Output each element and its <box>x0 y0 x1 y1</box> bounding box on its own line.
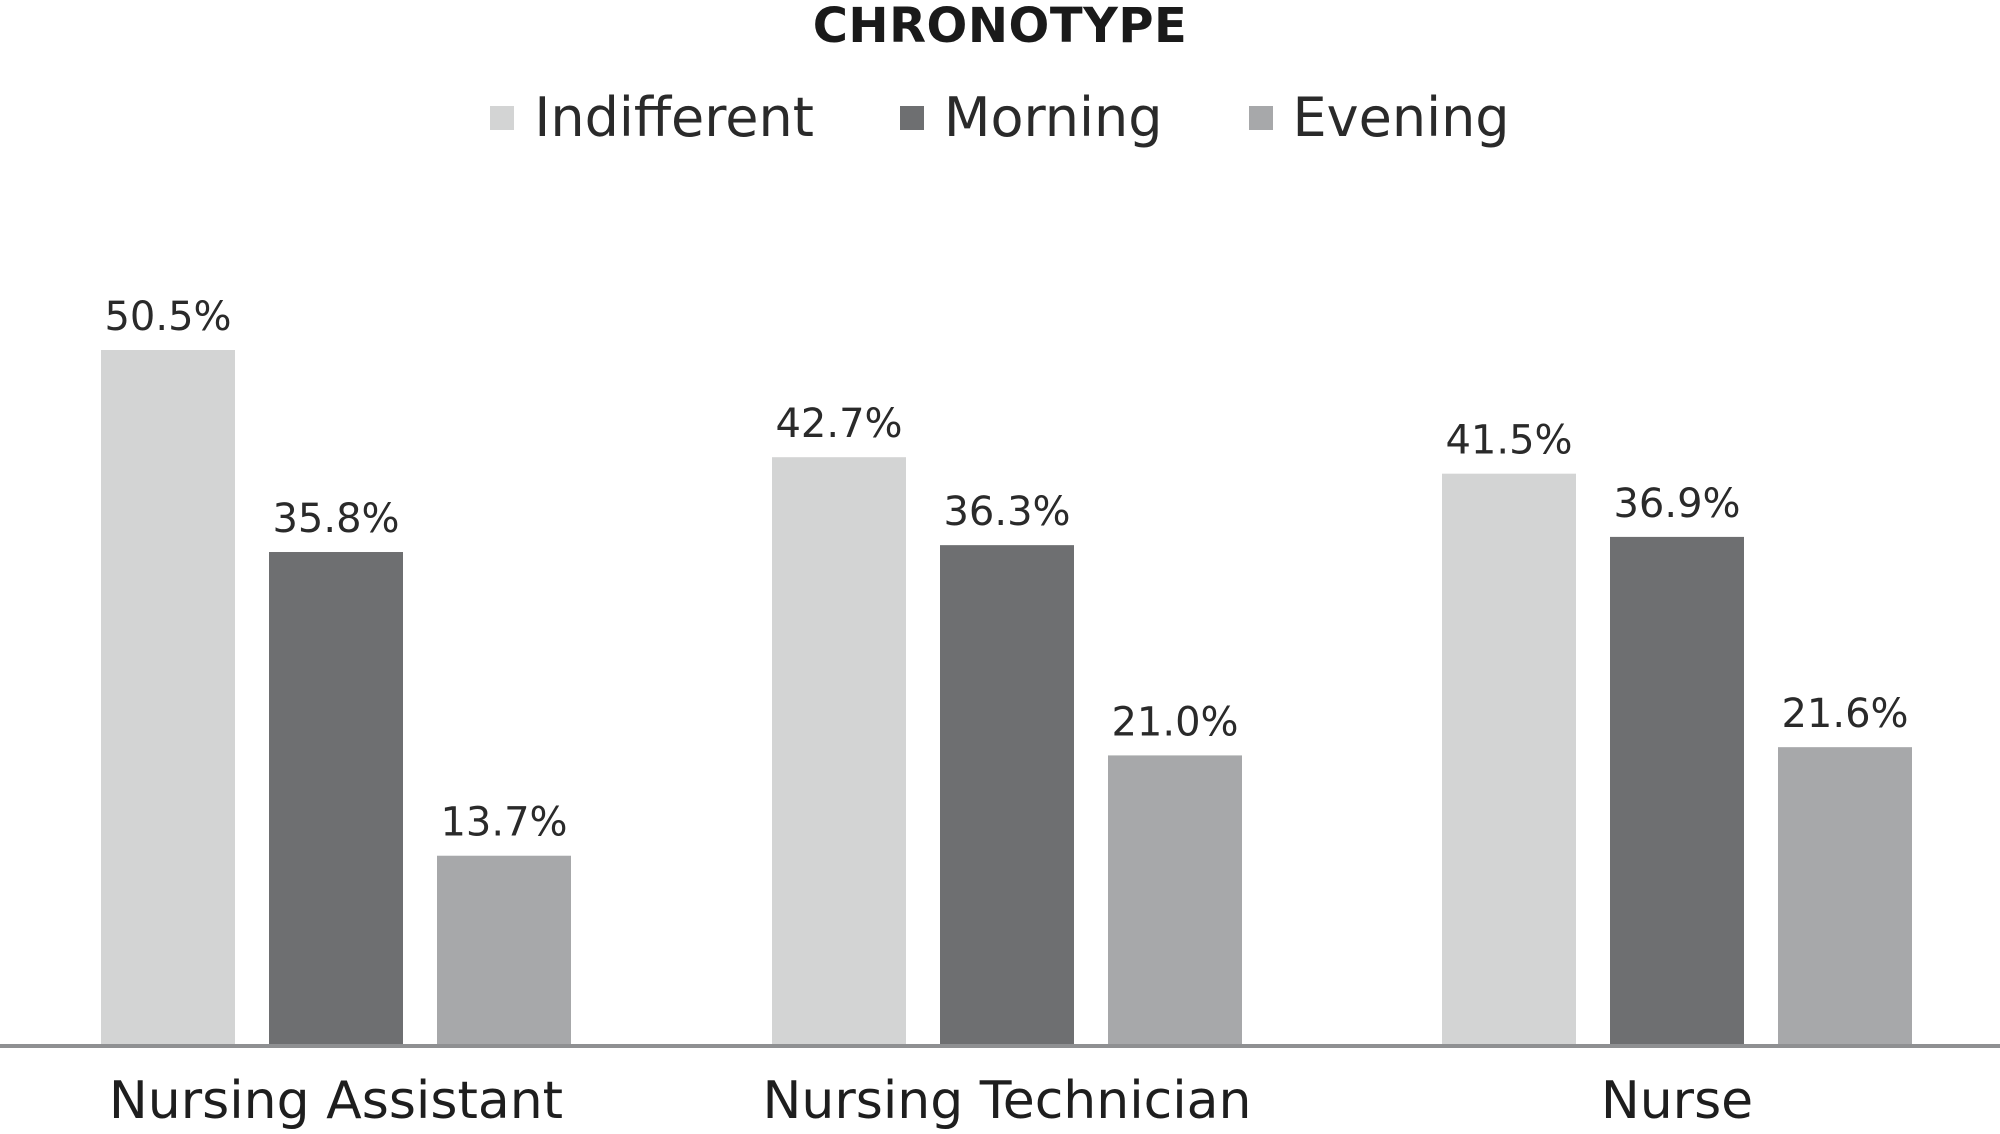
bar-nursing-assistant-evening <box>437 855 571 1044</box>
legend-swatch-morning <box>899 106 924 130</box>
legend-label-morning: Morning <box>943 86 1163 149</box>
bar-nurse-morning <box>1610 536 1744 1044</box>
bar-nursing-technician-evening <box>1108 755 1242 1044</box>
value-label-nursing-assistant-evening: 13.7% <box>440 800 567 846</box>
category-label-nursing-technician: Nursing Technician <box>763 1071 1252 1131</box>
bar-nurse-indifferent <box>1442 473 1576 1044</box>
value-labels-group: 50.5% 35.8% 13.7% 42.7% 36.3% 21.0% 41.5% 36.9%… <box>104 294 1908 846</box>
legend-swatch-indifferent <box>490 106 515 130</box>
value-label-nursing-technician-evening: 21.0% <box>1111 699 1238 745</box>
legend-item-morning: Morning <box>899 86 1163 149</box>
bar-nurse-evening <box>1778 747 1912 1044</box>
value-label-nurse-morning: 36.9% <box>1613 481 1740 527</box>
category-label-nursing-assistant: Nursing Assistant <box>109 1071 563 1131</box>
legend-item-indifferent: Indifferent <box>490 88 814 148</box>
value-label-nursing-assistant-morning: 35.8% <box>272 496 399 542</box>
legend: Indifferent Morning Evening <box>0 88 2000 148</box>
legend-label-indifferent: Indifferent <box>534 86 814 149</box>
bar-nursing-assistant-indifferent <box>101 350 235 1044</box>
legend-item-evening: Evening <box>1248 86 1510 149</box>
value-label-nursing-assistant-indifferent: 50.5% <box>104 294 231 340</box>
bar-nursing-technician-indifferent <box>772 457 906 1044</box>
value-label-nurse-evening: 21.6% <box>1781 691 1908 737</box>
chart-title: CHRONOTYPE <box>812 0 1188 54</box>
legend-label-evening: Evening <box>1292 86 1510 149</box>
category-labels-group: Nursing Assistant Nursing Technician Nurse <box>109 1071 1753 1131</box>
value-label-nursing-technician-indifferent: 42.7% <box>775 401 902 447</box>
bars-group <box>101 350 1912 1044</box>
value-label-nursing-technician-morning: 36.3% <box>943 489 1070 535</box>
bar-nursing-technician-morning <box>940 545 1074 1044</box>
bar-nursing-assistant-morning <box>269 552 403 1044</box>
legend-swatch-evening <box>1248 106 1273 130</box>
value-label-nurse-indifferent: 41.5% <box>1445 418 1572 464</box>
category-label-nurse: Nurse <box>1601 1071 1753 1131</box>
